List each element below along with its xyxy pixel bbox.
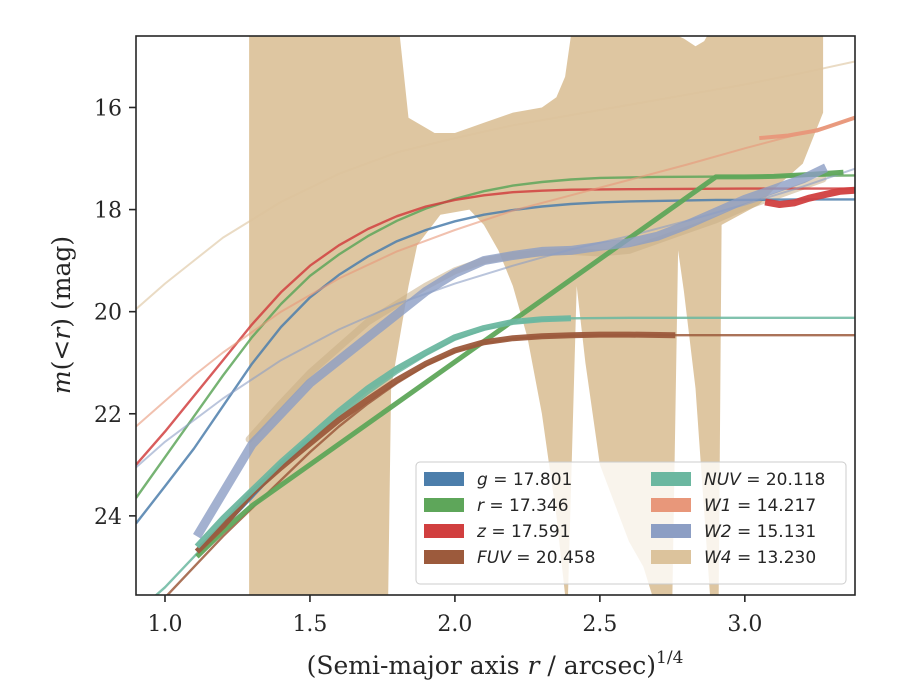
legend-swatch-w4 (651, 550, 691, 564)
x-axis-label-sup: 1/4 (656, 648, 683, 668)
x-axis-label-pre: (Semi-major axis (307, 651, 528, 680)
legend-label-value: = 15.131 (732, 522, 817, 542)
legend-label-z: z = 17.591 (476, 522, 570, 542)
series-z-data (764, 186, 855, 208)
legend-label-var: FUV (477, 548, 512, 568)
legend-label-w2: W2 = 15.131 (704, 522, 816, 542)
legend-swatch-w1 (651, 498, 691, 512)
legend-label-nuv: NUV = 20.118 (704, 470, 825, 490)
y-axis-label-rp: ) (47, 318, 76, 328)
legend-label-value: = 20.458 (511, 548, 596, 568)
legend-label-w4: W4 = 13.230 (704, 548, 816, 568)
plot-frame (135, 35, 856, 596)
y-tick-label: 16 (94, 96, 122, 121)
y-axis-label: m(<r) (mag) (47, 236, 76, 394)
series-w4-fit (136, 60, 855, 310)
legend-label-r: r = 17.346 (477, 496, 569, 516)
legend-label-w1: W1 = 14.217 (704, 496, 816, 516)
legend-label-value: = 20.118 (741, 470, 826, 490)
legend-swatch-fuv (424, 550, 464, 564)
y-axis-label-lp: ( (47, 361, 76, 371)
legend-swatch-z (424, 524, 464, 538)
legend-label-var: W1 (704, 496, 732, 516)
axis-ticks: 1.0 1.5 2.0 2.5 3.0 16 18 20 22 24 (94, 96, 762, 637)
y-tick-label: 18 (94, 199, 122, 224)
y-tick-label: 24 (94, 505, 122, 530)
legend-label-value: = 17.801 (488, 470, 573, 490)
x-tick-label: 3.0 (727, 612, 762, 637)
y-axis-label-r: r (47, 326, 76, 340)
series-w1-data (759, 115, 855, 141)
y-axis-label-m: m (47, 370, 76, 394)
x-tick-label: 2.5 (582, 612, 617, 637)
series-r-data (195, 169, 844, 559)
legend-swatch-w2 (651, 524, 691, 538)
legend-label-value: = 17.346 (484, 496, 569, 516)
legend-label-var: NUV (704, 470, 742, 490)
legend-label-value: = 14.217 (732, 496, 817, 516)
y-tick-label: 20 (94, 301, 122, 326)
x-axis-label-post: / arcsec) (539, 651, 656, 680)
legend-label-var: z (476, 522, 487, 542)
legend-label-var: W4 (704, 548, 732, 568)
y-tick-label: 22 (94, 403, 122, 428)
x-tick-label: 1.0 (147, 612, 182, 637)
y-axis-label-lt: < (47, 340, 76, 361)
series-g-fit (136, 198, 855, 525)
series-fuv-data (194, 331, 676, 554)
legend-label-value: = 13.230 (732, 548, 817, 568)
legend-label-value: = 17.591 (486, 522, 571, 542)
x-tick-label: 2.0 (437, 612, 472, 637)
x-tick-label: 1.5 (292, 612, 327, 637)
legend-swatch-nuv (651, 472, 691, 486)
series-w1-fit (136, 117, 855, 428)
series-r-fit (136, 174, 855, 499)
series-w2-data (193, 163, 828, 539)
legend-label-g: g = 17.801 (477, 470, 572, 490)
legend-swatch-g (424, 472, 464, 486)
legend-swatch-r (424, 498, 464, 512)
legend-label-var: W2 (704, 522, 732, 542)
legend-frame (415, 461, 847, 585)
legend-label-var: r (477, 496, 485, 516)
series-z-fit (136, 187, 855, 466)
x-axis-label-var: r (528, 651, 542, 680)
series-nuv-data (194, 315, 572, 549)
legend-label-var: g (477, 470, 488, 490)
x-axis-label: (Semi-major axis r / arcsec)1/4 (307, 648, 684, 680)
y-axis-label-unit: (mag) (47, 236, 76, 318)
plot-area (136, 36, 855, 595)
legend-label-fuv: FUV = 20.458 (477, 548, 595, 568)
